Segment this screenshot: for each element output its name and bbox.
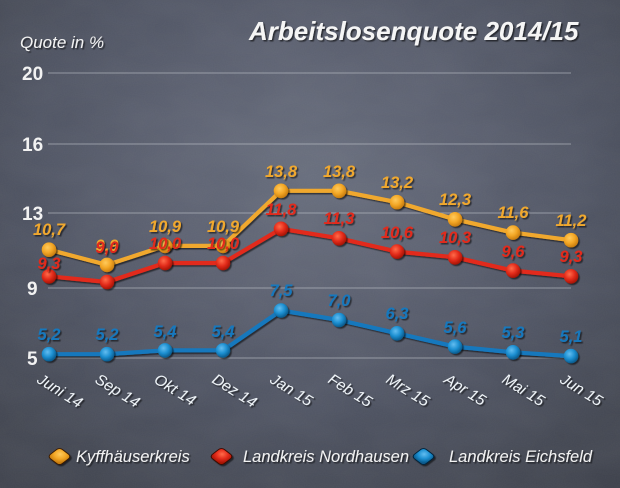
svg-text:16: 16 — [22, 135, 43, 156]
svg-text:Quote in %: Quote in % — [20, 33, 104, 52]
svg-text:10,0: 10,0 — [207, 235, 240, 253]
svg-text:5,6: 5,6 — [444, 319, 468, 337]
svg-text:7,0: 7,0 — [328, 292, 352, 310]
svg-text:9,6: 9,6 — [502, 243, 526, 261]
svg-text:11,8: 11,8 — [266, 201, 298, 219]
svg-text:13,8: 13,8 — [323, 163, 356, 181]
svg-text:11,6: 11,6 — [498, 204, 530, 222]
svg-text:10,7: 10,7 — [33, 221, 66, 239]
svg-text:10,9: 10,9 — [149, 218, 182, 236]
svg-text:10,6: 10,6 — [381, 224, 414, 242]
svg-text:Arbeitslosenquote 2014/15: Arbeitslosenquote 2014/15 — [248, 16, 579, 46]
svg-text:5,3: 5,3 — [502, 324, 525, 342]
svg-text:13,2: 13,2 — [381, 174, 413, 192]
svg-text:5,2: 5,2 — [96, 326, 119, 344]
svg-text:9,3: 9,3 — [560, 248, 583, 266]
svg-text:10,3: 10,3 — [439, 229, 471, 247]
svg-text:11,3: 11,3 — [324, 210, 355, 228]
svg-text:Kyffhäuserkreis: Kyffhäuserkreis — [76, 448, 190, 466]
svg-text:11,2: 11,2 — [556, 212, 587, 230]
svg-text:5,2: 5,2 — [38, 326, 61, 344]
svg-text:6,3: 6,3 — [386, 305, 409, 323]
svg-text:7,5: 7,5 — [270, 282, 294, 300]
svg-text:9,3: 9,3 — [38, 255, 61, 273]
svg-text:Landkreis Eichsfeld: Landkreis Eichsfeld — [449, 448, 593, 466]
svg-text:5,4: 5,4 — [212, 323, 235, 341]
svg-text:5,4: 5,4 — [154, 323, 177, 341]
svg-text:12,3: 12,3 — [439, 191, 471, 209]
svg-text:9,0: 9,0 — [96, 239, 120, 257]
svg-text:5: 5 — [27, 349, 38, 370]
svg-text:13,8: 13,8 — [265, 163, 298, 181]
svg-text:Landkreis Nordhausen: Landkreis Nordhausen — [243, 448, 409, 466]
svg-text:10,0: 10,0 — [149, 235, 182, 253]
svg-text:9: 9 — [27, 279, 38, 300]
svg-text:20: 20 — [22, 64, 43, 85]
svg-text:5,1: 5,1 — [560, 328, 583, 346]
svg-text:10,9: 10,9 — [207, 218, 240, 236]
